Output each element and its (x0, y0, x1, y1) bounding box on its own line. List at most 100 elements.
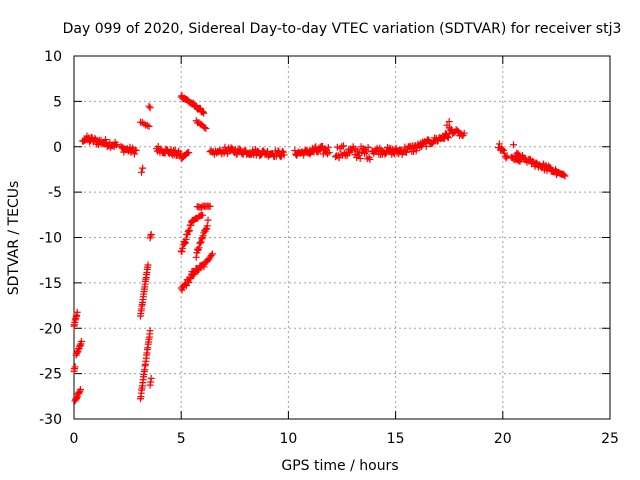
data-point (503, 152, 511, 160)
data-point (335, 154, 343, 162)
y-tick-label: -30 (39, 412, 62, 428)
data-point (204, 216, 212, 224)
data-point (198, 235, 206, 243)
data-point (445, 118, 453, 126)
data-point (560, 171, 568, 179)
data-point (186, 274, 194, 282)
data-point (221, 143, 229, 151)
data-point (366, 155, 374, 163)
data-points (70, 92, 569, 405)
data-point (146, 327, 154, 335)
y-tick-label: -25 (39, 367, 62, 383)
data-point (181, 238, 189, 246)
y-axis-label: SDTVAR / TECUs (6, 181, 22, 296)
data-point (190, 270, 198, 278)
chart-title: Day 099 of 2020, Sidereal Day-to-day VTE… (63, 21, 622, 37)
data-point (185, 149, 193, 157)
data-point (178, 286, 186, 294)
data-point (145, 122, 153, 130)
data-point (277, 153, 285, 161)
data-point (76, 385, 84, 393)
y-tick-labels: 10 5 0 -5 -10 -15 -20 -25 -30 (39, 49, 62, 428)
data-point (200, 124, 208, 132)
data-point (195, 244, 203, 252)
grid-lines (74, 56, 610, 419)
y-tick-label: 5 (53, 94, 62, 110)
data-point (324, 143, 332, 151)
data-point (196, 239, 204, 247)
data-point (339, 142, 347, 150)
data-point (139, 164, 147, 172)
data-point (199, 108, 207, 116)
data-point (203, 222, 211, 230)
data-point (202, 124, 210, 132)
x-axis-label: GPS time / hours (281, 458, 398, 474)
data-point (71, 363, 79, 371)
data-point (195, 266, 203, 274)
x-tick-label: 10 (279, 431, 297, 447)
data-point (323, 150, 331, 158)
data-point (145, 102, 153, 110)
axis-ticks (73, 55, 611, 420)
data-point (130, 150, 138, 158)
x-tick-label: 20 (494, 431, 512, 447)
data-point (144, 261, 152, 269)
data-point (147, 374, 155, 382)
data-point (300, 151, 308, 159)
data-point (546, 164, 554, 172)
data-point (73, 308, 81, 316)
data-point (422, 142, 430, 150)
data-point (194, 267, 202, 275)
data-point (314, 148, 322, 156)
data-point (208, 250, 216, 258)
data-point (138, 168, 146, 176)
data-point (412, 147, 420, 155)
data-point (182, 235, 190, 243)
data-point (101, 136, 109, 144)
data-point (132, 146, 140, 154)
data-point (545, 162, 553, 170)
y-tick-label: -20 (39, 321, 62, 337)
y-tick-label: 10 (44, 49, 62, 65)
y-tick-label: -15 (39, 276, 62, 292)
data-point (199, 232, 207, 240)
data-point (78, 337, 86, 345)
data-point (187, 221, 195, 229)
data-point (207, 252, 215, 260)
x-tick-label: 5 (177, 431, 186, 447)
data-point (278, 147, 286, 155)
data-point (186, 227, 194, 235)
data-point (181, 280, 189, 288)
data-point (113, 141, 121, 149)
data-point (202, 225, 210, 233)
data-point (184, 228, 192, 236)
data-point (140, 120, 148, 128)
x-tick-label: 15 (387, 431, 405, 447)
x-tick-label: 25 (601, 431, 619, 447)
data-point (200, 263, 208, 271)
data-point (443, 121, 451, 129)
data-point (356, 155, 364, 163)
data-point (179, 244, 187, 252)
data-point (444, 134, 452, 142)
data-point (206, 202, 214, 210)
data-point (280, 151, 288, 159)
data-point (197, 238, 205, 246)
data-point (178, 248, 186, 256)
data-point (200, 109, 208, 117)
y-tick-label: -10 (39, 231, 62, 247)
data-point (143, 121, 151, 129)
data-point (185, 226, 193, 234)
data-point (194, 245, 202, 253)
data-point (181, 239, 189, 247)
y-tick-label: 0 (53, 140, 62, 156)
data-point (495, 140, 503, 148)
data-point (561, 172, 569, 180)
data-point (460, 129, 468, 137)
data-point (199, 211, 207, 219)
data-point (192, 253, 200, 261)
data-point (424, 136, 432, 144)
data-point (364, 143, 372, 151)
